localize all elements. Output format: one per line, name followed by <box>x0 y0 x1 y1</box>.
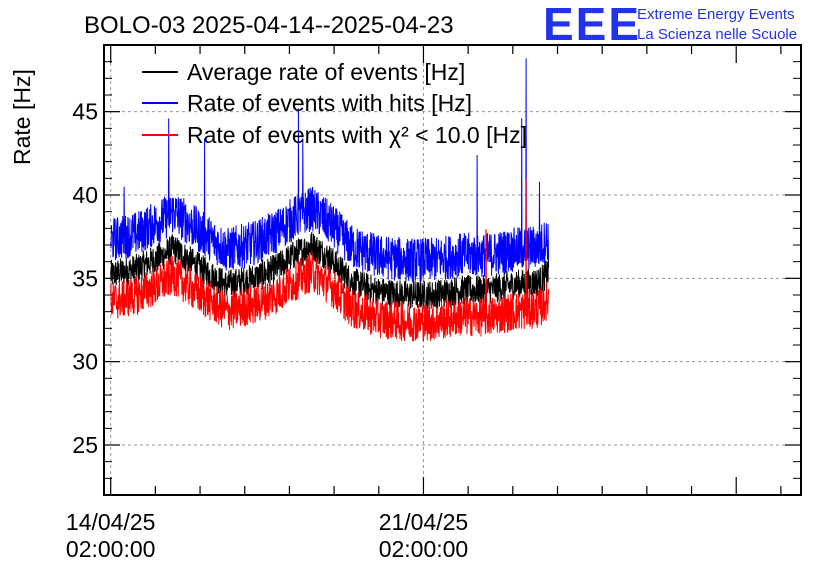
eee-logo: EEE Extreme Energy Events La Scienza nel… <box>543 0 797 50</box>
y-tick-label: 30 <box>72 349 98 375</box>
eee-logo-line1: Extreme Energy Events <box>637 6 795 23</box>
y-tick-label: 45 <box>72 99 98 125</box>
chart-title: BOLO-03 2025-04-14--2025-04-23 <box>84 12 454 39</box>
y-tick-label: 35 <box>72 265 98 291</box>
eee-logo-letters: EEE <box>543 0 641 50</box>
eee-logo-line2: La Scienza nelle Scuole <box>637 26 797 43</box>
x-tick-label-date: 14/04/25 <box>66 509 156 535</box>
y-tick-label: 25 <box>72 432 98 458</box>
y-tick-label: 40 <box>72 182 98 208</box>
y-axis-label: Rate [Hz] <box>9 69 35 165</box>
legend-label-hits: Rate of events with hits [Hz] <box>187 90 472 116</box>
series-line-0 <box>110 231 550 310</box>
x-tick-label-date: 21/04/25 <box>379 509 469 535</box>
legend-label-average: Average rate of events [Hz] <box>187 59 465 85</box>
series-line-1 <box>110 58 550 283</box>
x-tick-label-time: 02:00:00 <box>379 536 469 562</box>
series-layer <box>110 58 550 342</box>
plot-area: 253035404514/04/2502:00:0021/04/2502:00:… <box>66 44 802 562</box>
legend: Average rate of events [Hz] Rate of even… <box>142 59 527 148</box>
plot-frame <box>103 44 802 496</box>
series-line-2 <box>110 178 550 342</box>
axis-ticks: 253035404514/04/2502:00:0021/04/2502:00:… <box>66 44 801 562</box>
legend-label-chi2: Rate of events with χ² < 10.0 [Hz] <box>187 122 527 148</box>
x-tick-label-time: 02:00:00 <box>66 536 156 562</box>
